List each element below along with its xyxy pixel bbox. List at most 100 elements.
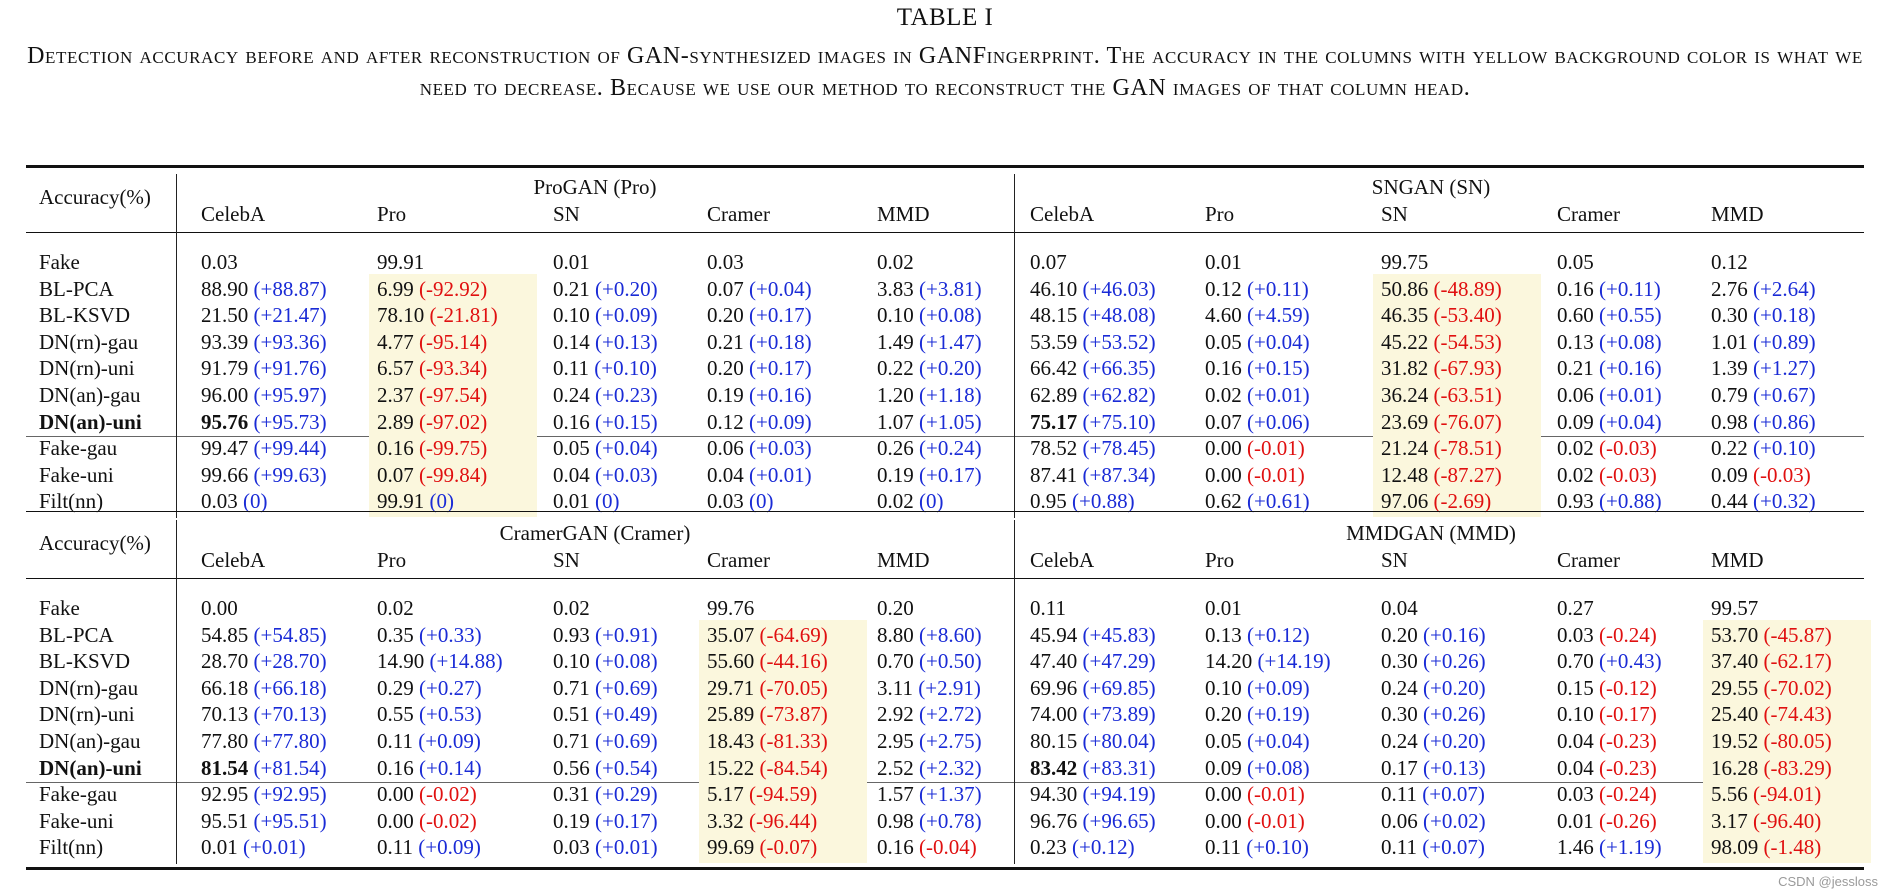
table-cell: 0.44 (+0.32) (1711, 488, 1816, 514)
cell-value: 0.03 (707, 250, 744, 274)
cell-value: 48.15 (1030, 303, 1078, 328)
cell-value: 4.60 (1205, 303, 1242, 328)
cell-delta: (-0.04) (919, 835, 977, 860)
cell-delta: (+0.01) (595, 835, 658, 860)
table-cell: 0.05 (+0.04) (1205, 728, 1310, 754)
cell-value: 6.57 (377, 356, 414, 381)
cell-delta: (+94.19) (1082, 782, 1156, 807)
cell-value: 0.12 (1205, 276, 1242, 301)
row-label: Fake (39, 250, 80, 274)
cell-value: 78.10 (377, 303, 425, 328)
table-cell: 45.22 (-54.53) (1381, 329, 1502, 355)
cell-delta: (+0.13) (595, 329, 658, 354)
table-cell: 46.35 (-53.40) (1381, 302, 1502, 328)
cell-delta: (-0.23) (1599, 755, 1657, 780)
cell-value: 0.55 (377, 702, 414, 727)
cell-delta: (-70.02) (1763, 675, 1832, 700)
table-cell: 0.02 (0) (877, 488, 944, 514)
cell-delta: (-0.01) (1247, 808, 1305, 833)
table-cell: 0.02 (-0.03) (1557, 435, 1657, 461)
cell-delta: (+0.29) (595, 782, 658, 807)
cell-value: 0.01 (1205, 596, 1242, 620)
cell-value: 14.20 (1205, 649, 1253, 674)
group-title: SNGAN (SN) (1371, 175, 1491, 199)
table-cell: 0.20 (+0.17) (707, 302, 812, 328)
cell-delta: (+0.13) (1423, 755, 1486, 780)
cell-value: 99.91 (377, 489, 425, 514)
table-cell: 0.98 (+0.78) (877, 808, 982, 834)
cell-delta: (-74.43) (1763, 702, 1832, 727)
table-cell: 99.75 (1381, 249, 1428, 275)
table-cell: 50.86 (-48.89) (1381, 276, 1502, 302)
table-cell: 1.39 (+1.27) (1711, 355, 1816, 381)
cell-value: 0.22 (877, 356, 914, 381)
cell-delta: (+62.82) (1082, 383, 1156, 407)
cell-delta: (+0.09) (418, 729, 481, 753)
cell-delta: (+66.35) (1082, 356, 1156, 381)
cell-value: 0.04 (1557, 755, 1594, 780)
table-cell: 74.00 (+73.89) (1030, 701, 1156, 727)
cell-delta: (+53.52) (1082, 329, 1156, 354)
table-block-cramergan-mmdgan: Accuracy(%) CramerGAN (Cramer) MMDGAN (MMD… (26, 511, 1871, 870)
table-cell: 0.00 (-0.01) (1205, 462, 1305, 488)
cell-delta: (-87.27) (1433, 462, 1502, 487)
cell-value: 47.40 (1030, 649, 1078, 674)
table-cell: 0.12 (1711, 249, 1748, 275)
cell-value: 0.10 (1557, 702, 1594, 727)
table-cell: 31.82 (-67.93) (1381, 355, 1502, 381)
cell-delta: (+0.88) (1072, 489, 1135, 514)
cell-delta: (+0.11) (1599, 276, 1661, 301)
table-cell: 0.03 (0) (707, 488, 774, 514)
cell-delta: (+0.12) (1072, 835, 1135, 860)
cell-delta: (+0.09) (418, 835, 481, 860)
table-cell: 0.05 (1557, 249, 1594, 275)
cell-value: 16.28 (1711, 755, 1759, 780)
cell-delta: (+99.63) (253, 462, 327, 487)
table-cell: 0.14 (+0.13) (553, 329, 658, 355)
cell-value: 2.89 (377, 409, 414, 434)
table-cell: 0.13 (+0.12) (1205, 622, 1310, 648)
cell-delta: (+0.09) (1247, 675, 1310, 700)
table-cell: 0.19 (+0.17) (877, 462, 982, 488)
column-header: Pro (1205, 202, 1235, 226)
cell-value: 0.95 (1030, 489, 1067, 514)
row-label: Fake-gau (39, 436, 118, 461)
cell-value: 1.39 (1711, 356, 1748, 381)
table-cell: 0.02 (553, 595, 590, 621)
table-cell: 1.01 (+0.89) (1711, 329, 1816, 355)
cell-delta: (+0.69) (595, 729, 658, 753)
cell-delta: (+0.17) (595, 808, 658, 833)
cell-delta: (+0.16) (1599, 356, 1662, 381)
cell-value: 0.07 (1030, 250, 1067, 274)
cell-value: 0.11 (1205, 835, 1241, 860)
cell-value: 0.12 (707, 409, 744, 434)
highlight-column-bg (1703, 619, 1871, 863)
cell-value: 0.16 (377, 755, 414, 780)
cell-delta: (+77.80) (253, 729, 327, 753)
cell-delta: (+69.85) (1082, 675, 1156, 700)
table-cell: 83.42 (+83.31) (1030, 755, 1156, 781)
table-cell: 36.24 (-63.51) (1381, 382, 1502, 408)
group-title: CramerGAN (Cramer) (499, 521, 691, 545)
table-cell: 0.62 (+0.61) (1205, 488, 1310, 514)
cell-delta: (-0.12) (1599, 675, 1657, 700)
cell-delta: (+0.20) (595, 276, 658, 301)
table-cell: 45.94 (+45.83) (1030, 622, 1156, 648)
cell-delta: (-96.44) (749, 808, 818, 833)
table-cell: 81.54 (+81.54) (201, 755, 327, 781)
cell-delta: (+0.18) (749, 329, 812, 354)
table-cell: 0.12 (+0.11) (1205, 276, 1309, 302)
cell-value: 5.56 (1711, 782, 1748, 807)
table-cell: 3.11 (+2.91) (877, 675, 981, 701)
cell-delta: (+0.04) (749, 276, 812, 301)
cell-delta: (-76.07) (1433, 409, 1502, 434)
table-cell: 4.60 (+4.59) (1205, 302, 1310, 328)
cell-value: 0.35 (377, 622, 414, 647)
column-header: SN (1381, 548, 1408, 572)
cell-delta: (+0.91) (595, 622, 658, 647)
cell-value: 0.21 (553, 276, 590, 301)
cell-value: 0.70 (877, 649, 914, 674)
cell-value: 21.50 (201, 303, 249, 328)
cell-delta: (+0.26) (1423, 649, 1486, 674)
table-cell: 2.52 (+2.32) (877, 755, 982, 781)
